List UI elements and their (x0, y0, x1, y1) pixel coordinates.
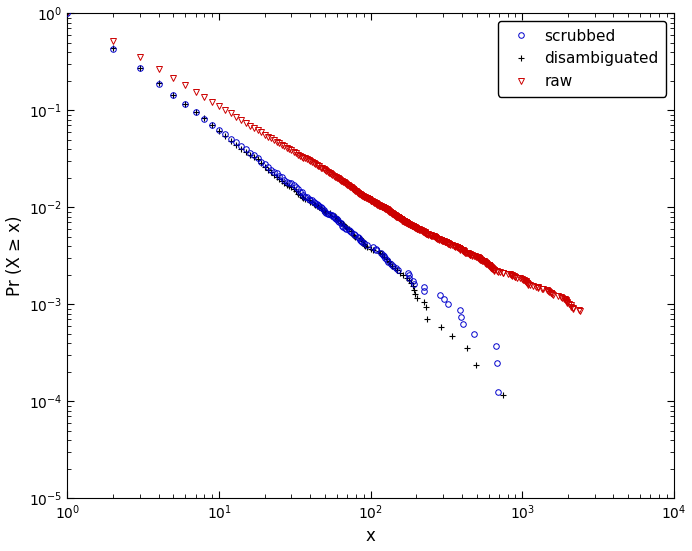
scrubbed (63, 10, 71, 17)
scrubbed (405, 272, 413, 278)
disambiguated (154, 80, 163, 87)
raw (466, 251, 474, 258)
Y-axis label: Pr (X ≥ x): Pr (X ≥ x) (6, 215, 24, 296)
scrubbed (253, 155, 262, 161)
Line: scrubbed: scrubbed (64, 10, 500, 395)
scrubbed (492, 342, 500, 349)
raw (576, 308, 585, 315)
raw (419, 228, 427, 235)
raw (348, 186, 356, 192)
raw (301, 155, 309, 162)
disambiguated (342, 224, 350, 230)
disambiguated (403, 274, 411, 281)
disambiguated (356, 235, 364, 241)
scrubbed (322, 210, 331, 217)
scrubbed (227, 135, 235, 142)
scrubbed (383, 257, 391, 263)
disambiguated (360, 240, 368, 247)
Line: disambiguated: disambiguated (64, 10, 505, 397)
raw (336, 177, 345, 183)
X-axis label: x: x (365, 527, 376, 545)
disambiguated (63, 10, 71, 17)
Line: raw: raw (64, 10, 583, 314)
raw (63, 10, 71, 17)
scrubbed (493, 388, 502, 395)
disambiguated (498, 391, 507, 398)
raw (454, 244, 462, 251)
disambiguated (343, 225, 352, 231)
Legend: scrubbed, disambiguated, raw: scrubbed, disambiguated, raw (498, 21, 666, 96)
